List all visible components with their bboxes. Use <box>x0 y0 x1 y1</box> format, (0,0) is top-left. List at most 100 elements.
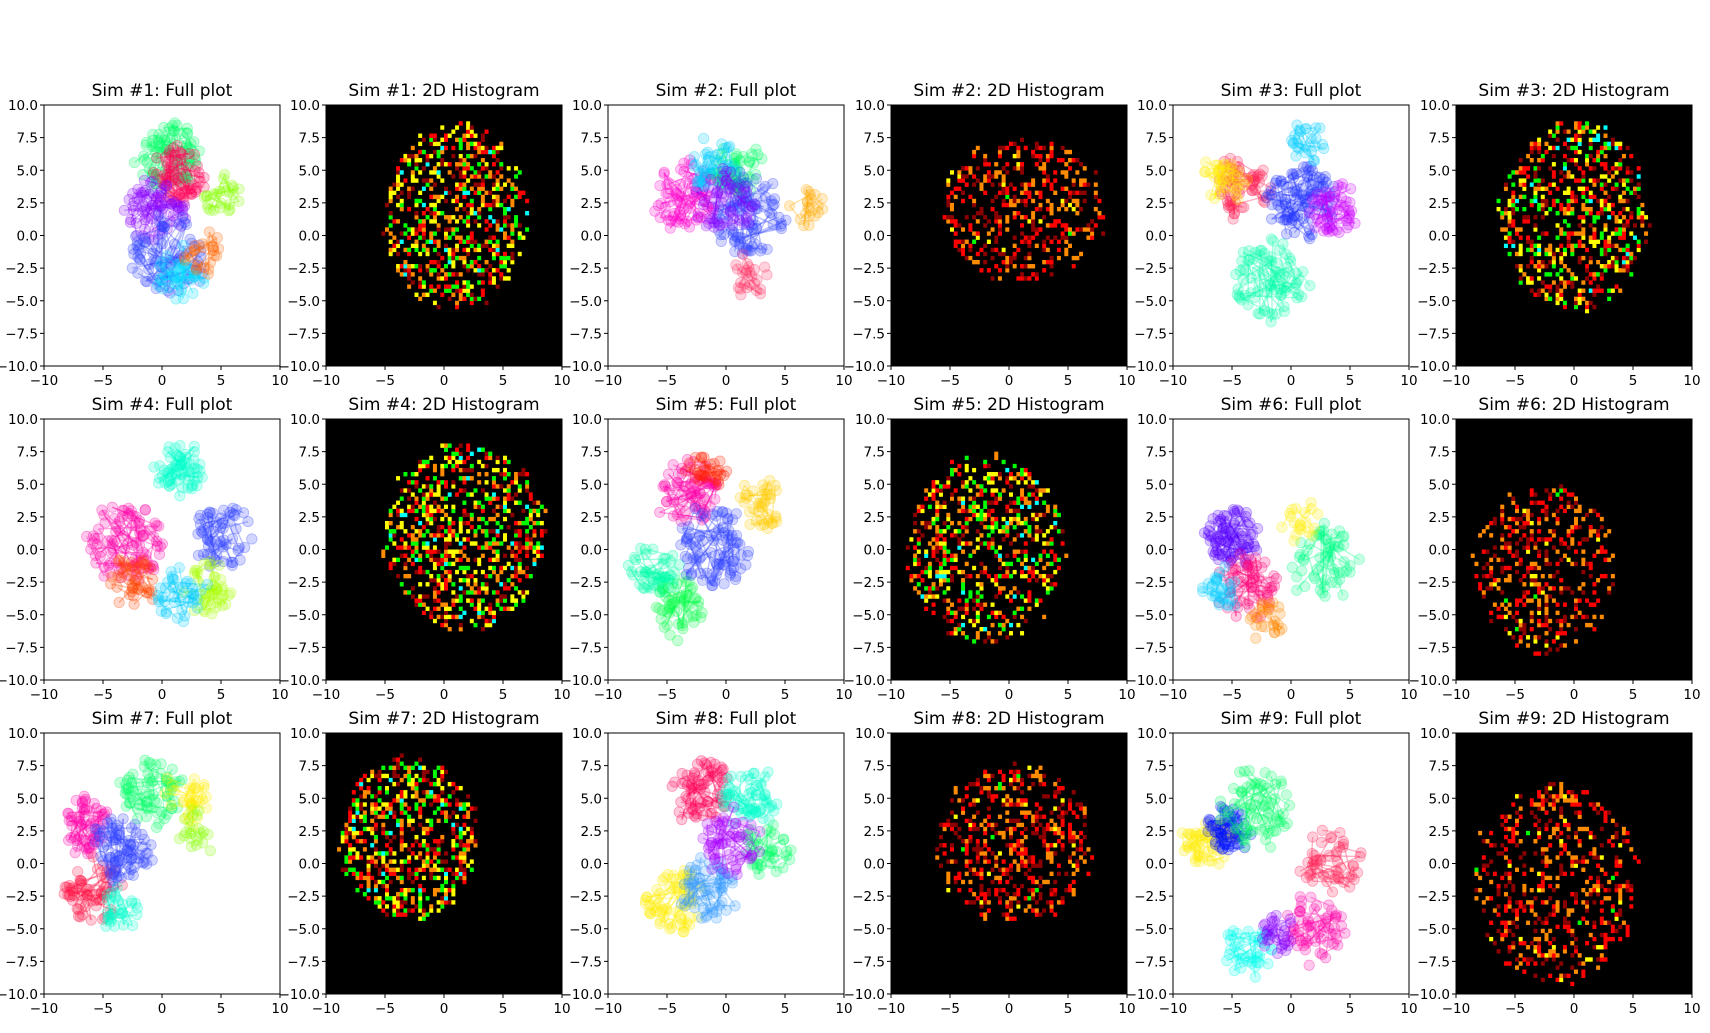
trajectory-segment <box>176 161 180 178</box>
histogram-bin <box>396 186 401 191</box>
cluster-3 <box>105 554 159 610</box>
scatter-point <box>733 177 745 189</box>
scatter-point <box>1299 193 1312 205</box>
scatter-point <box>192 259 204 271</box>
histogram-bin <box>1533 198 1538 204</box>
histogram-bin <box>403 268 408 273</box>
scatter-point <box>155 274 168 286</box>
trajectory-segment <box>814 205 819 217</box>
scatter-point <box>775 222 787 235</box>
scatter-point <box>127 243 139 255</box>
histogram-bin <box>1548 251 1553 257</box>
histogram-bin <box>517 549 522 554</box>
scatter-point <box>1213 163 1225 176</box>
histogram-bin <box>488 247 493 253</box>
histogram-bin <box>418 463 423 469</box>
scatter-point <box>706 580 719 592</box>
scatter-point <box>181 248 193 260</box>
scatter-point <box>1247 178 1259 190</box>
plot-marks <box>1199 119 1361 328</box>
histogram-bin <box>1621 255 1626 261</box>
histogram-bin <box>1570 280 1575 285</box>
histogram-bin <box>946 219 951 224</box>
histogram-bin <box>495 158 500 163</box>
histogram-bin <box>425 215 430 220</box>
scatter-point <box>676 522 688 534</box>
scatter-point <box>152 210 164 222</box>
histogram-bin <box>953 223 958 228</box>
scatter-point <box>637 582 649 594</box>
histogram-bin <box>403 178 408 183</box>
trajectory-segment <box>693 165 705 171</box>
scatter-point <box>131 236 144 248</box>
histogram-bin <box>503 211 507 216</box>
histogram-bin <box>1503 243 1508 249</box>
scatter-point <box>159 269 172 282</box>
scatter-point <box>1275 202 1287 214</box>
histogram-bin <box>1005 268 1010 273</box>
histogram-bin <box>473 590 478 595</box>
trajectory-segment <box>166 164 192 195</box>
histogram-bin <box>1574 162 1578 167</box>
histogram-bin <box>414 480 419 485</box>
histogram-bin <box>1503 235 1508 240</box>
scatter-point <box>140 235 152 247</box>
histogram-bin <box>432 247 437 253</box>
scatter-point <box>137 200 149 212</box>
trajectory-segment <box>142 193 154 237</box>
histogram-bin <box>392 247 397 253</box>
scatter-point <box>1343 207 1355 220</box>
scatter-point <box>675 589 687 602</box>
histogram-bin <box>491 276 496 281</box>
histogram-bin <box>491 162 496 167</box>
histogram-bin <box>451 129 456 134</box>
scatter-point <box>202 511 214 524</box>
scatter-point <box>731 177 744 190</box>
trajectory-segment <box>713 173 748 203</box>
histogram-bin <box>447 162 452 167</box>
scatter-point <box>644 564 657 576</box>
histogram-bin <box>458 182 463 187</box>
histogram-bin <box>447 516 452 522</box>
histogram-bin <box>1537 247 1542 253</box>
trajectory-segment <box>137 188 143 196</box>
scatter-point <box>197 277 210 289</box>
trajectory-segment <box>664 485 682 522</box>
scatter-point <box>735 173 747 185</box>
scatter-point <box>218 504 230 516</box>
histogram-bin <box>1588 198 1593 204</box>
histogram-bin <box>388 247 393 253</box>
scatter-point <box>1318 213 1330 225</box>
scatter-point <box>1338 201 1350 213</box>
histogram-bin <box>514 533 519 538</box>
histogram-bin <box>1012 194 1017 200</box>
trajectory-segment <box>90 544 134 550</box>
scatter-point <box>680 576 692 588</box>
histogram-bin <box>525 480 530 485</box>
scatter-point <box>227 181 239 194</box>
scatter-point <box>1305 145 1318 158</box>
scatter-point <box>690 555 702 567</box>
scatter-point <box>1213 178 1226 190</box>
trajectory-segment <box>157 239 163 274</box>
scatter-point <box>114 571 126 584</box>
trajectory-segment <box>680 195 688 222</box>
scatter-point <box>1290 267 1302 279</box>
histogram-bin <box>1555 186 1560 191</box>
histogram-bin <box>1614 259 1619 265</box>
trajectory-segment <box>1241 260 1302 298</box>
histogram-bin <box>458 296 463 302</box>
trajectory-segment <box>660 215 674 219</box>
histogram-bin <box>466 162 471 167</box>
histogram-bin <box>451 533 456 538</box>
histogram-bin <box>418 594 423 599</box>
histogram-bin <box>1511 198 1516 204</box>
cluster-3 <box>710 166 792 260</box>
histogram-bin <box>436 484 441 489</box>
scatter-point <box>1294 125 1307 138</box>
y-tick-label: 2.5 <box>17 510 38 526</box>
histogram-bin <box>440 276 445 281</box>
histogram-bin <box>466 598 471 603</box>
scatter-point <box>659 572 671 584</box>
histogram-bin <box>990 174 995 179</box>
